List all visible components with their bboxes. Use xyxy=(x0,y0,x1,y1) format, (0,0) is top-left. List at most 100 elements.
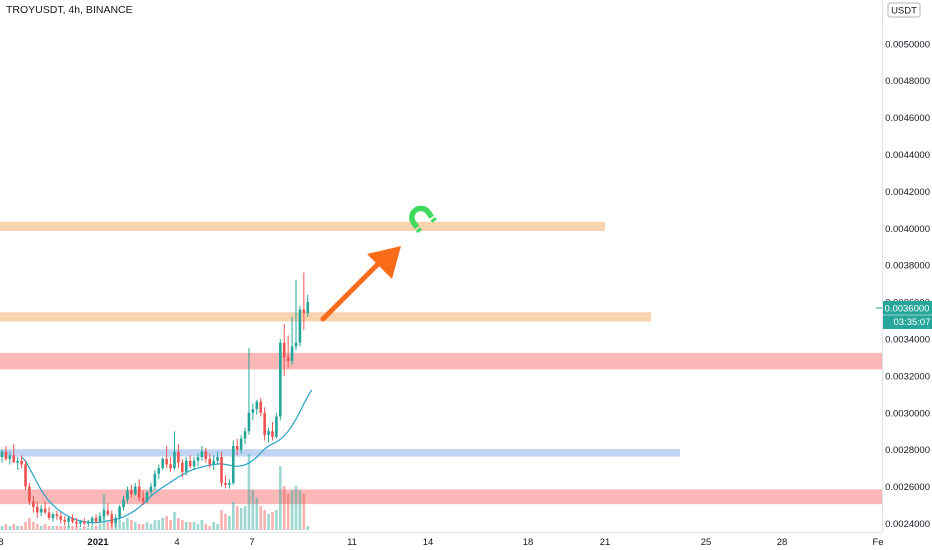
price-tick-label: 0.0040000 xyxy=(885,224,930,235)
volume-bar xyxy=(149,524,153,530)
volume-bar xyxy=(271,512,274,530)
price-tick-label: 0.0048000 xyxy=(885,76,930,87)
candle-body xyxy=(55,514,59,517)
candle-body xyxy=(200,451,204,458)
volume-bar xyxy=(16,526,19,530)
candle-body xyxy=(177,451,180,463)
candle-body xyxy=(59,516,63,520)
price-tick-label: 0.0050000 xyxy=(885,39,930,50)
magnet-icon xyxy=(409,205,437,234)
candle-body xyxy=(0,451,4,458)
candle-body xyxy=(302,309,306,314)
zone-red-4 xyxy=(0,489,882,505)
currency-label: USDT xyxy=(891,6,917,17)
volume-bar xyxy=(200,520,204,530)
time-tick-label: 28 xyxy=(777,537,788,548)
candle-body xyxy=(255,401,259,410)
candle-body xyxy=(192,460,196,467)
time-tick-label: 8 xyxy=(0,537,4,548)
candle-body xyxy=(43,508,47,513)
volume-bar xyxy=(267,514,270,530)
candle-body xyxy=(247,412,251,432)
zone-blue-3 xyxy=(0,449,680,457)
volume-bar xyxy=(32,522,35,530)
candle-body xyxy=(12,455,16,463)
candle-body xyxy=(32,501,35,507)
volume-bar xyxy=(173,512,176,530)
volume-bar xyxy=(302,494,306,530)
volume-bar xyxy=(75,526,78,530)
candle-body xyxy=(251,409,255,413)
volume-bar xyxy=(181,520,184,530)
volume-bar xyxy=(8,526,12,530)
volume-bar xyxy=(4,524,8,530)
price-tick-label: 0.0044000 xyxy=(885,150,930,161)
candle-body xyxy=(75,521,78,524)
candle-body xyxy=(110,514,114,524)
candle-body xyxy=(71,517,74,522)
volume-bar xyxy=(188,522,192,530)
volume-bar xyxy=(59,526,63,530)
volume-bar xyxy=(165,516,168,530)
volume-bar xyxy=(306,526,310,530)
volume-bar xyxy=(204,524,208,530)
time-tick-label: 7 xyxy=(249,537,254,548)
candle-body xyxy=(126,490,129,500)
candle-body xyxy=(173,451,176,469)
moving-average-layer xyxy=(21,389,313,524)
candle-body xyxy=(224,482,227,485)
volume-bar xyxy=(55,526,59,530)
candle-body xyxy=(8,455,12,459)
volume-bar xyxy=(79,528,82,530)
volume-bar xyxy=(130,520,133,530)
candle-body xyxy=(196,457,200,461)
candle-body xyxy=(153,473,157,487)
volume-bar xyxy=(192,522,196,530)
candle-body xyxy=(169,464,172,469)
volume-bar xyxy=(98,524,102,530)
volume-bar xyxy=(247,454,251,530)
candle-body xyxy=(235,446,239,450)
trend-arrow[interactable] xyxy=(320,246,401,322)
candle-body xyxy=(231,446,235,483)
zone-orange-0 xyxy=(0,221,605,232)
price-tick-label: 0.0026000 xyxy=(885,482,930,493)
volume-bar xyxy=(141,524,145,530)
candle-body xyxy=(133,486,137,494)
volume-bar xyxy=(220,510,223,530)
price-tick-label: 0.0030000 xyxy=(885,408,930,419)
candle-body xyxy=(204,451,208,459)
volume-bar xyxy=(145,522,149,530)
time-tick-label: 4 xyxy=(174,537,179,548)
price-tick-label: 0.0032000 xyxy=(885,371,930,382)
candle-body xyxy=(28,486,31,502)
last-price-badge: 0.0036000 03:35:07 xyxy=(883,301,932,329)
volume-bar xyxy=(83,526,86,530)
volume-bar xyxy=(39,526,43,530)
time-tick-label: 21 xyxy=(600,537,611,548)
candle-body xyxy=(145,492,149,502)
candle-body xyxy=(67,517,70,522)
candle-body xyxy=(275,416,278,437)
volume-bar xyxy=(137,524,141,530)
time-axis[interactable]: 8 2021 4 7 11 14 18 21 25 28 Fe xyxy=(0,537,884,548)
moving-average-line xyxy=(21,389,313,524)
price-tick-label: 0.0046000 xyxy=(885,113,930,124)
candle-body xyxy=(243,431,247,439)
volume-bar xyxy=(212,522,215,530)
volume-bar xyxy=(235,506,239,530)
volume-bar xyxy=(161,518,165,530)
volume-bar xyxy=(126,518,129,530)
candle-body xyxy=(306,302,310,314)
volume-bar xyxy=(251,490,255,530)
volume-bar xyxy=(263,510,266,530)
candle-body xyxy=(181,462,184,472)
price-axis[interactable]: 0.0024000 0.0026000 0.0028000 0.0030000 0.00… xyxy=(885,39,930,530)
zone-red-2 xyxy=(0,352,882,370)
candle-body xyxy=(286,357,290,362)
candle-body xyxy=(149,486,153,493)
candle-body xyxy=(259,401,263,413)
candle-body xyxy=(106,510,110,515)
candle-body xyxy=(239,438,243,450)
